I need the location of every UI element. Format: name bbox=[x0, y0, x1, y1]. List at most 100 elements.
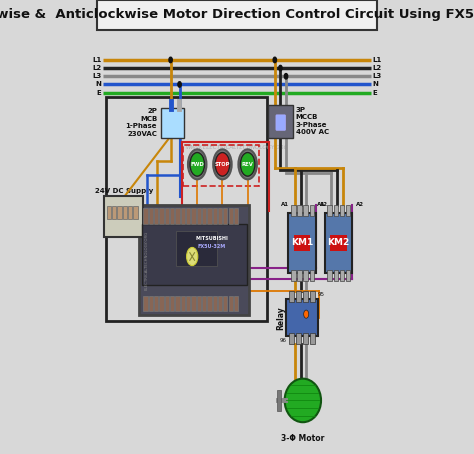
Text: STOP: STOP bbox=[215, 162, 230, 167]
FancyBboxPatch shape bbox=[191, 296, 196, 311]
Text: FWD: FWD bbox=[191, 162, 204, 167]
FancyBboxPatch shape bbox=[234, 208, 238, 224]
FancyBboxPatch shape bbox=[303, 270, 308, 281]
FancyBboxPatch shape bbox=[334, 205, 338, 216]
FancyBboxPatch shape bbox=[144, 296, 147, 311]
FancyBboxPatch shape bbox=[161, 108, 184, 138]
Text: 24V DC Supply: 24V DC Supply bbox=[94, 188, 153, 194]
FancyBboxPatch shape bbox=[328, 270, 332, 281]
FancyBboxPatch shape bbox=[296, 333, 301, 344]
Text: A1: A1 bbox=[317, 202, 325, 207]
FancyBboxPatch shape bbox=[97, 0, 377, 30]
FancyBboxPatch shape bbox=[104, 196, 144, 237]
FancyBboxPatch shape bbox=[133, 206, 137, 219]
FancyBboxPatch shape bbox=[186, 296, 190, 311]
Text: 3-Φ Motor: 3-Φ Motor bbox=[281, 434, 325, 443]
FancyBboxPatch shape bbox=[144, 208, 147, 224]
FancyBboxPatch shape bbox=[207, 296, 211, 311]
Text: L3: L3 bbox=[92, 73, 101, 79]
Circle shape bbox=[188, 149, 207, 179]
FancyBboxPatch shape bbox=[268, 105, 293, 138]
Text: 3P
MCCB
3-Phase
400V AC: 3P MCCB 3-Phase 400V AC bbox=[296, 107, 329, 135]
Text: 2P
MCB
1-Phase
230VAC: 2P MCB 1-Phase 230VAC bbox=[126, 109, 157, 137]
Text: L1: L1 bbox=[92, 57, 101, 63]
FancyBboxPatch shape bbox=[328, 205, 332, 216]
FancyBboxPatch shape bbox=[294, 235, 310, 251]
Text: ELECTRICALTECHNOLOGY.ORG: ELECTRICALTECHNOLOGY.ORG bbox=[145, 230, 148, 290]
FancyBboxPatch shape bbox=[310, 333, 315, 344]
FancyBboxPatch shape bbox=[107, 206, 111, 219]
FancyBboxPatch shape bbox=[297, 270, 302, 281]
FancyBboxPatch shape bbox=[296, 291, 301, 302]
FancyBboxPatch shape bbox=[159, 208, 164, 224]
Text: KM2: KM2 bbox=[327, 238, 349, 247]
FancyBboxPatch shape bbox=[346, 205, 350, 216]
Text: A2: A2 bbox=[356, 202, 365, 207]
FancyBboxPatch shape bbox=[289, 333, 294, 344]
FancyBboxPatch shape bbox=[228, 296, 233, 311]
Text: L3: L3 bbox=[373, 73, 382, 79]
FancyBboxPatch shape bbox=[197, 296, 201, 311]
FancyBboxPatch shape bbox=[175, 296, 180, 311]
Circle shape bbox=[304, 310, 309, 318]
FancyBboxPatch shape bbox=[346, 270, 350, 281]
FancyBboxPatch shape bbox=[159, 296, 164, 311]
Circle shape bbox=[240, 153, 255, 176]
FancyBboxPatch shape bbox=[340, 205, 344, 216]
FancyBboxPatch shape bbox=[330, 235, 346, 251]
Circle shape bbox=[273, 57, 276, 63]
FancyBboxPatch shape bbox=[139, 205, 249, 315]
Circle shape bbox=[187, 247, 198, 266]
FancyBboxPatch shape bbox=[297, 205, 302, 216]
Text: REV: REV bbox=[242, 162, 254, 167]
FancyBboxPatch shape bbox=[149, 296, 153, 311]
Text: L2: L2 bbox=[92, 65, 101, 71]
Text: L1: L1 bbox=[373, 57, 382, 63]
Circle shape bbox=[178, 82, 181, 87]
Text: WWW.ELECTRICALTECHNOLOGY.ORG: WWW.ELECTRICALTECHNOLOGY.ORG bbox=[185, 145, 289, 150]
FancyBboxPatch shape bbox=[291, 270, 296, 281]
Text: N: N bbox=[95, 81, 101, 88]
FancyBboxPatch shape bbox=[181, 208, 185, 224]
FancyBboxPatch shape bbox=[213, 208, 217, 224]
FancyBboxPatch shape bbox=[170, 208, 174, 224]
FancyBboxPatch shape bbox=[289, 291, 294, 302]
Circle shape bbox=[213, 149, 232, 179]
FancyBboxPatch shape bbox=[170, 296, 174, 311]
FancyBboxPatch shape bbox=[288, 213, 316, 272]
FancyBboxPatch shape bbox=[142, 224, 246, 285]
FancyBboxPatch shape bbox=[291, 205, 296, 216]
FancyBboxPatch shape bbox=[310, 205, 314, 216]
Circle shape bbox=[215, 153, 230, 176]
Text: Clockwise &  Anticlockwise Motor Direction Control Circuit Using FX5U PLC: Clockwise & Anticlockwise Motor Directio… bbox=[0, 8, 474, 21]
Text: KM1: KM1 bbox=[291, 238, 313, 247]
FancyBboxPatch shape bbox=[310, 270, 314, 281]
FancyBboxPatch shape bbox=[175, 208, 180, 224]
Text: 96: 96 bbox=[279, 338, 286, 343]
FancyBboxPatch shape bbox=[234, 296, 238, 311]
FancyBboxPatch shape bbox=[218, 208, 222, 224]
FancyBboxPatch shape bbox=[197, 208, 201, 224]
FancyBboxPatch shape bbox=[340, 270, 344, 281]
Text: FX5U-32M: FX5U-32M bbox=[198, 243, 226, 249]
FancyBboxPatch shape bbox=[277, 390, 281, 411]
FancyBboxPatch shape bbox=[207, 208, 211, 224]
FancyBboxPatch shape bbox=[165, 296, 169, 311]
FancyBboxPatch shape bbox=[228, 208, 233, 224]
Text: 95: 95 bbox=[318, 292, 325, 297]
Text: E: E bbox=[96, 89, 101, 96]
Text: A1: A1 bbox=[281, 202, 289, 207]
FancyBboxPatch shape bbox=[123, 206, 127, 219]
FancyBboxPatch shape bbox=[213, 296, 217, 311]
FancyBboxPatch shape bbox=[223, 296, 228, 311]
Circle shape bbox=[279, 65, 282, 71]
FancyBboxPatch shape bbox=[191, 208, 196, 224]
FancyBboxPatch shape bbox=[176, 231, 217, 266]
FancyBboxPatch shape bbox=[165, 208, 169, 224]
FancyBboxPatch shape bbox=[303, 291, 308, 302]
FancyBboxPatch shape bbox=[310, 291, 315, 302]
Text: N: N bbox=[373, 81, 379, 88]
FancyBboxPatch shape bbox=[181, 296, 185, 311]
Circle shape bbox=[284, 74, 288, 79]
Text: L2: L2 bbox=[373, 65, 382, 71]
